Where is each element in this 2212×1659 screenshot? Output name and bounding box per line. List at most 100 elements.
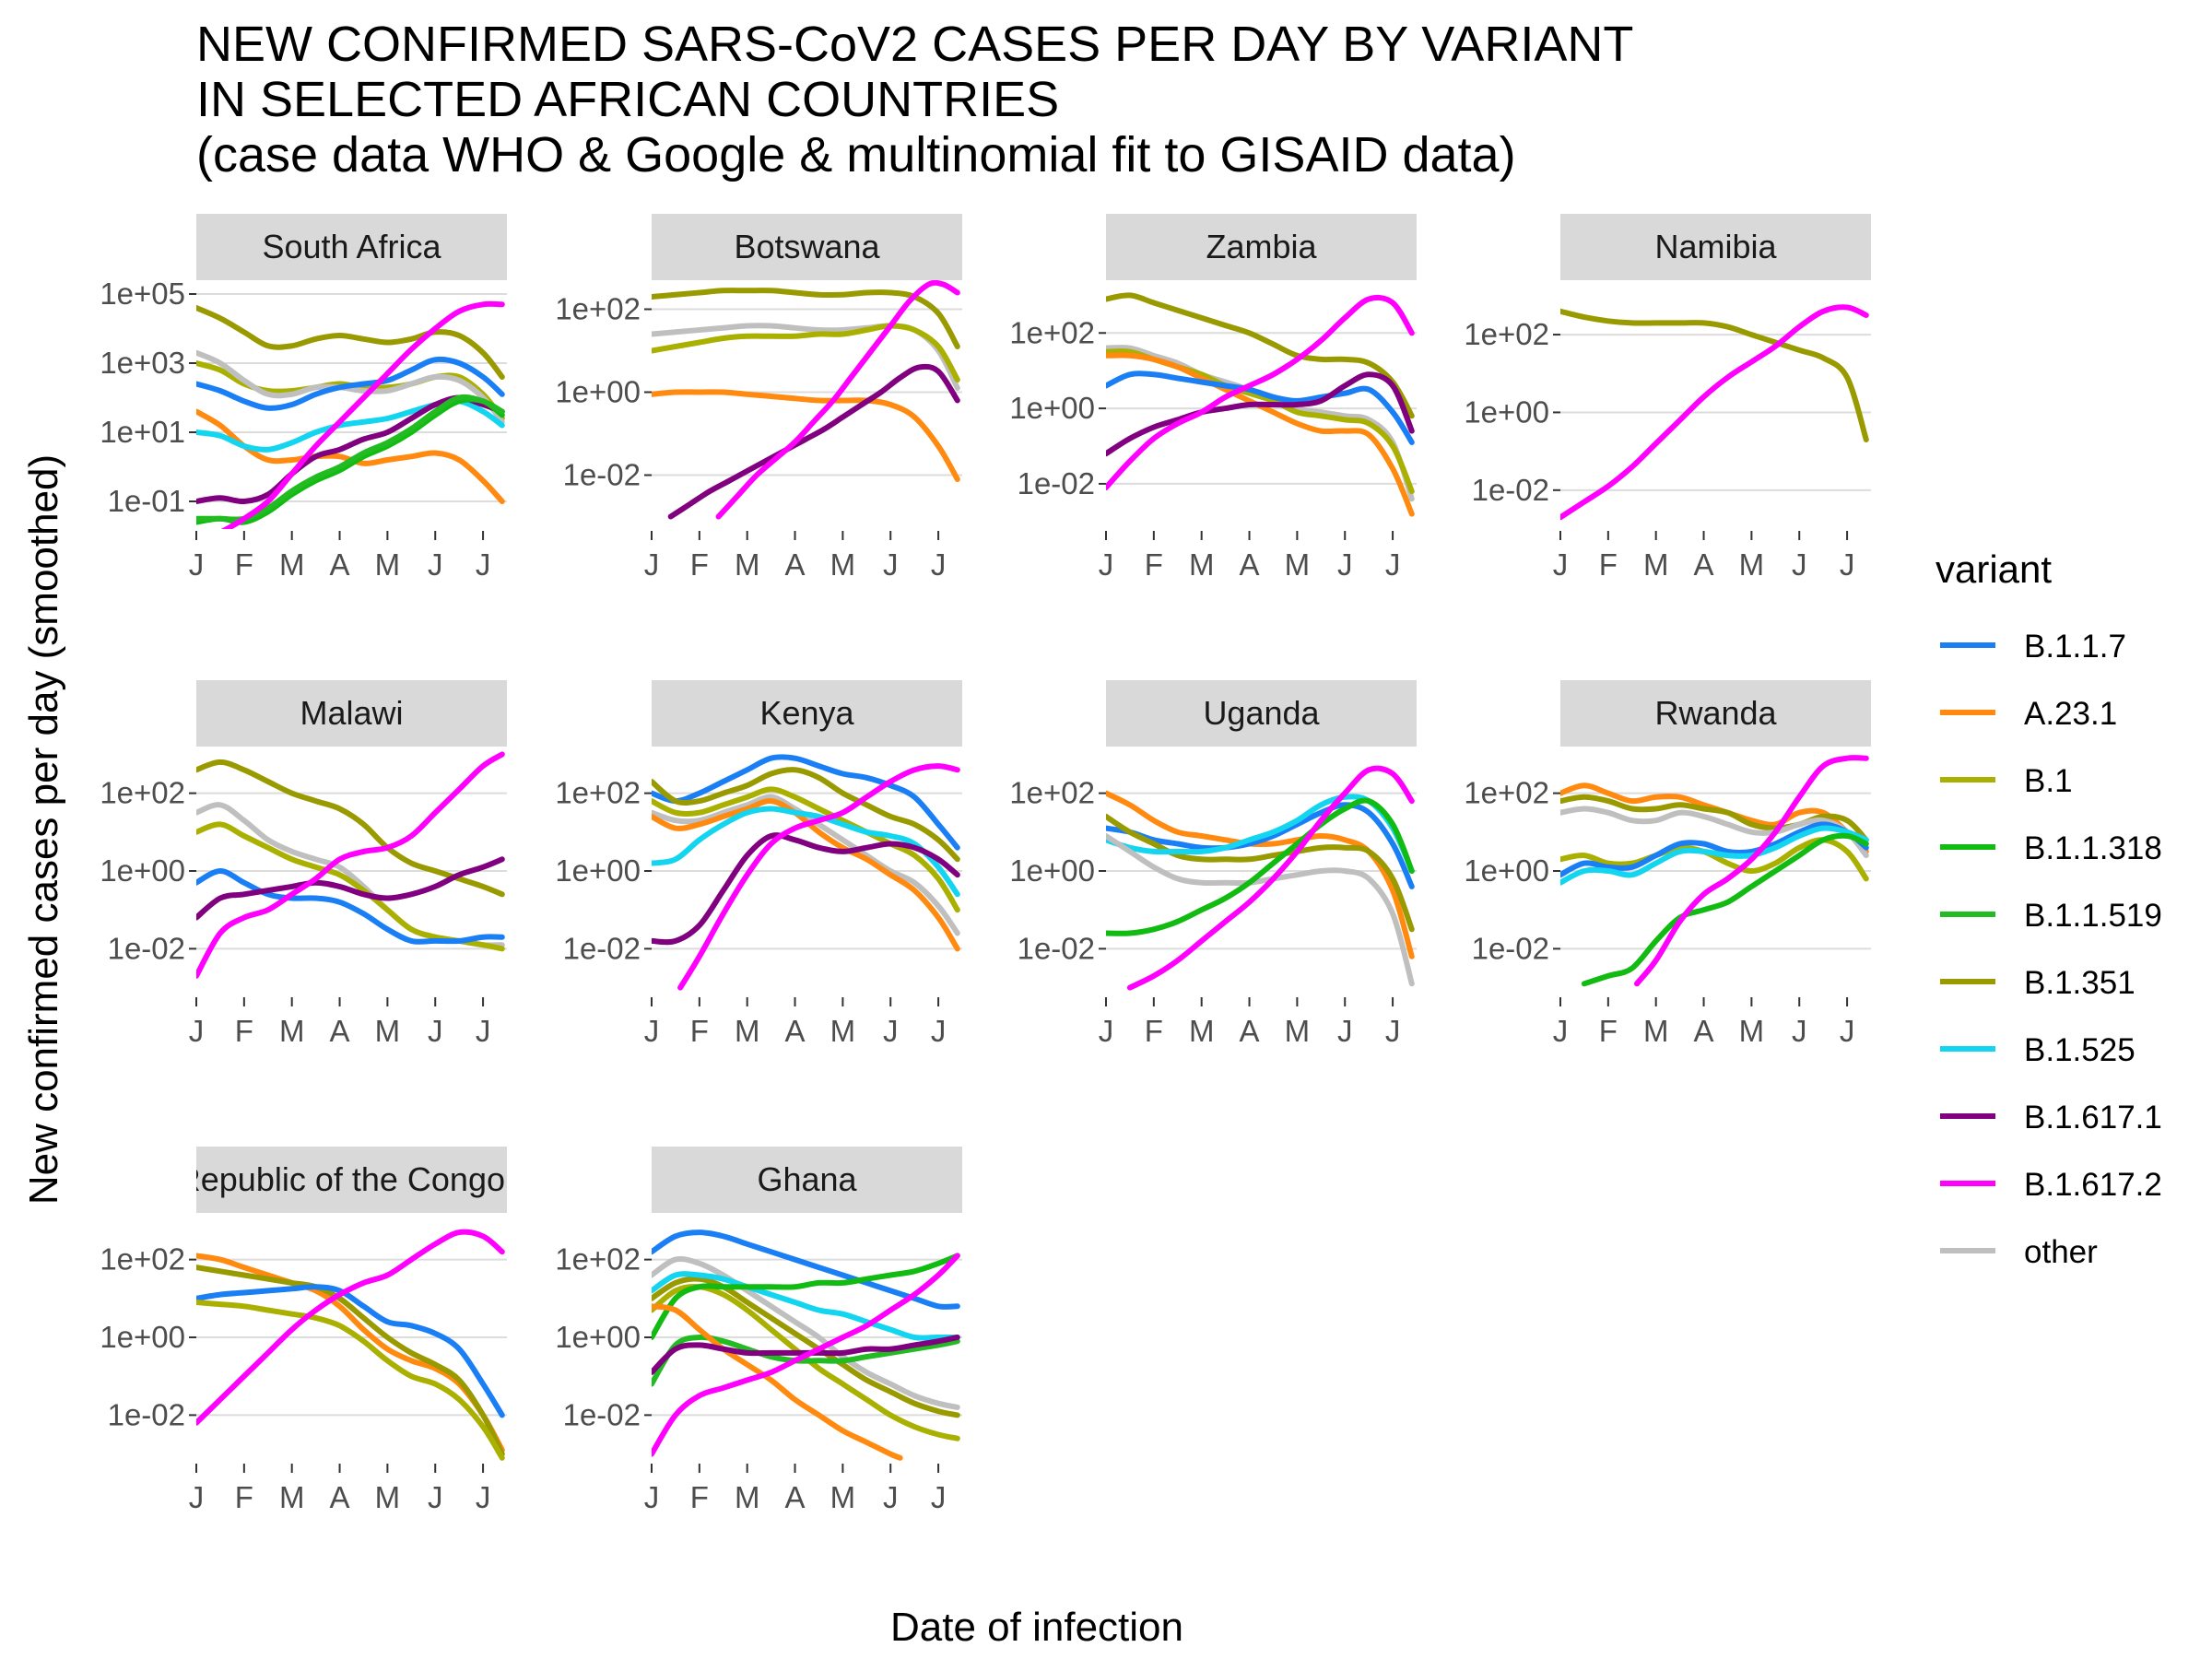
x-tick-label: A [785,547,806,582]
y-tick-label: 1e-02 [1472,931,1549,965]
x-tick-label: M [830,1480,856,1514]
series-line-b-1-525 [652,1271,960,1341]
x-tick-label: M [279,1480,305,1514]
strip-background [196,680,507,747]
x-tick-label: J [189,1480,205,1514]
x-tick-label: J [644,1014,660,1048]
x-tick-label: J [189,547,205,582]
x-tick-label: M [830,1014,856,1048]
x-tick-label: J [1792,1014,1807,1048]
x-axis-title: Date of infection [890,1605,1183,1650]
title-line-2: IN SELECTED AFRICAN COUNTRIES [196,72,1060,127]
y-tick-label: 1e-02 [1018,931,1095,965]
series-line-b-1-617-1 [1106,371,1415,457]
series-line-b-1-351 [1560,794,1869,843]
x-tick-label: M [1643,1014,1669,1048]
panel-title: Ghana [757,1160,857,1198]
y-tick-label: 1e+02 [555,1242,641,1277]
x-tick-label: J [1337,547,1353,582]
x-tick-label: J [1099,1014,1114,1048]
x-tick-label: F [1599,547,1618,582]
series-line-a-23-1 [196,1253,505,1453]
series-line-b-1-1-7 [196,356,505,411]
y-tick-label: 1e+01 [100,415,185,449]
x-tick-label: M [1189,547,1215,582]
series-line-b-1-1-519 [652,1334,960,1387]
series-line-b-1-617-2 [652,1253,960,1457]
x-tick-label: F [690,1014,709,1048]
y-tick-label: 1e+00 [100,1320,185,1354]
panel-democratic-republic-of-the-congo: Democratic Republic of the Congo 1e+02 1e+… [0,1147,507,1514]
y-tick-label: 1e+02 [555,292,641,326]
series-line-b-1-351 [196,305,505,380]
x-tick-label: J [931,1014,947,1048]
x-tick-label: A [1240,547,1260,582]
x-tick-label: F [1145,1014,1163,1048]
legend-entry-b-1: B.1 [1940,763,2073,799]
y-tick-label: 1e-02 [563,1397,641,1431]
series-line-b-1-351 [1106,813,1415,933]
y-tick-label: 1e-02 [563,458,641,492]
series-line-b-1-1-7 [1106,802,1415,889]
x-tick-label: M [375,1014,401,1048]
legend-label: B.1.525 [2024,1032,2136,1068]
x-tick-label: M [1285,547,1311,582]
x-tick-label: M [1285,1014,1311,1048]
strip-background [1560,680,1871,747]
legend-label: A.23.1 [2024,696,2117,732]
series-line-b-1-351 [196,1265,505,1457]
x-tick-label: J [1840,547,1855,582]
panel-title: Zambia [1206,228,1317,265]
series-line-b-1-1-318 [196,396,505,525]
series-line-b-1-617-2 [1560,304,1869,521]
x-tick-label: F [1599,1014,1618,1048]
y-tick-label: 1e+05 [100,276,185,311]
legend-label: B.1.617.1 [2024,1100,2162,1135]
panel-title: Kenya [759,694,854,732]
legend-label: B.1.1.7 [2024,629,2126,665]
series-line-b-1-617-2 [196,751,505,979]
x-tick-label: M [735,1480,760,1514]
y-tick-label: 1e-02 [108,931,185,965]
legend-entry-a-23-1: A.23.1 [1940,696,2117,732]
series-line-b-1-351 [1560,308,1869,442]
series-line-b-1-1-7 [196,868,505,945]
y-tick-label: 1e-02 [108,1397,185,1431]
legend-label: B.1 [2024,763,2073,799]
legend-entry-b-1-617-1: B.1.617.1 [1940,1100,2162,1135]
x-tick-label: J [476,1014,491,1048]
panel-title: Democratic Republic of the Congo [0,1160,505,1198]
series-line-other [1560,806,1869,859]
series-line-b-1-617-2 [715,280,960,520]
panel-title: Malawi [300,694,403,732]
series-line-b-1-617-2 [677,763,960,991]
series-line-b-1 [196,821,505,952]
x-tick-label: J [1385,1014,1401,1048]
legend-label: B.1.1.519 [2024,898,2162,934]
strip-background [196,1147,507,1213]
series-line-b-1 [652,323,960,382]
x-tick-label: J [883,1014,899,1048]
y-tick-label: 1e+00 [555,1320,641,1354]
x-tick-label: A [330,1014,350,1048]
y-tick-label: 1e+02 [1009,776,1095,810]
x-tick-label: J [1553,1014,1569,1048]
legend-label: B.1.617.2 [2024,1167,2162,1203]
panel-title: South Africa [262,228,441,265]
x-tick-label: J [931,547,947,582]
series-line-b-1-525 [1560,825,1869,886]
y-axis-title: New confirmed cases per day (smoothed) [21,454,66,1205]
x-tick-label: M [279,547,305,582]
x-tick-label: F [235,1480,253,1514]
series-line-b-1-351 [652,767,960,863]
strip-background [652,680,962,747]
series-line-b-1-1-318 [1106,797,1415,936]
x-tick-label: J [1840,1014,1855,1048]
legend: variant B.1.1.7 A.23.1 B.1 B.1.1.318 B.1.1.5… [1936,547,2162,1270]
x-tick-label: J [883,547,899,582]
